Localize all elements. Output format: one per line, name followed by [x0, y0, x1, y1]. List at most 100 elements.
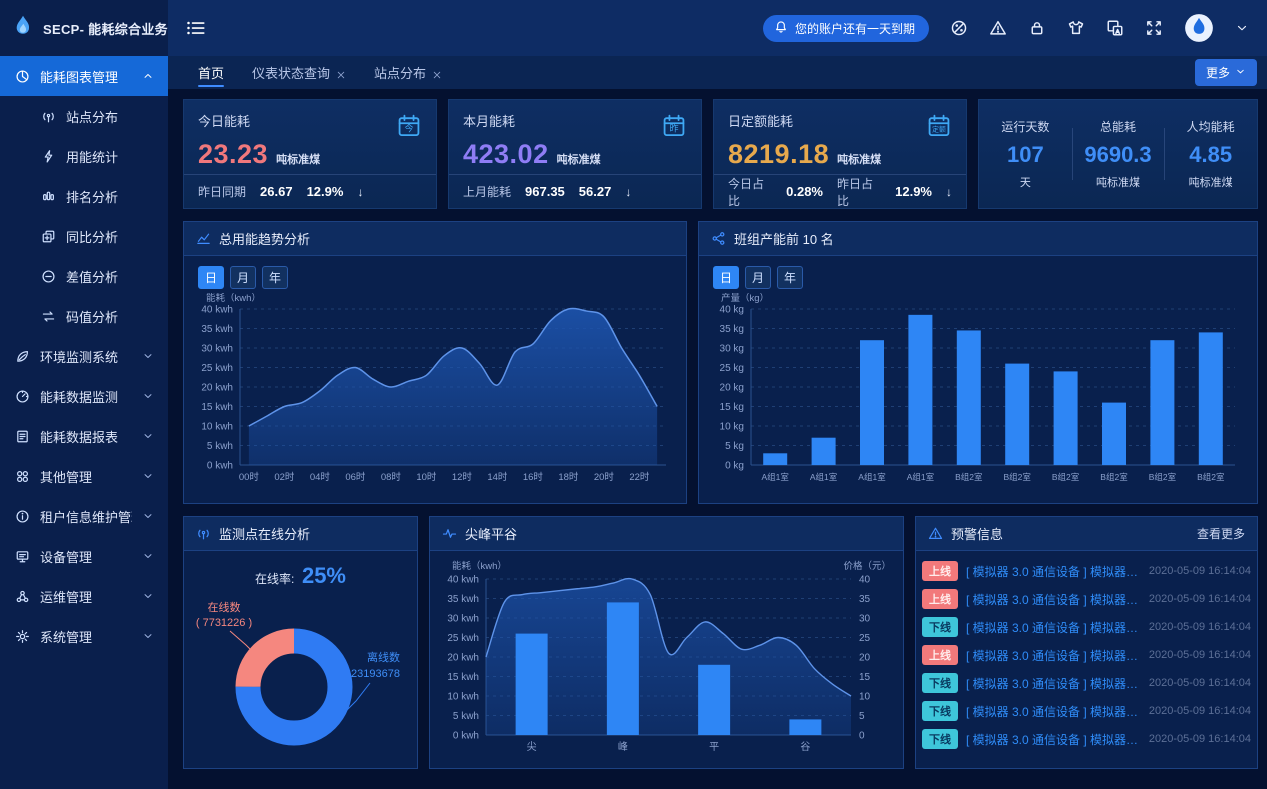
warning-icon — [928, 526, 943, 541]
fullscreen-icon[interactable] — [1145, 19, 1163, 37]
collapse-menu-icon[interactable] — [186, 18, 206, 38]
stat-card-0: 今日能耗 23.23 吨标准煤 今昨日同期 26.67 12.9% ↓ — [183, 99, 437, 209]
more-button[interactable]: 更多 — [1194, 59, 1257, 86]
stat-footer-label: 昨日占比 — [837, 176, 874, 208]
period-toggle-月[interactable]: 月 — [230, 266, 257, 289]
alert-row-2[interactable]: 下线 [ 模拟器 3.0 通信设备 ] 模拟器 3.0... 2020-05-09 … — [918, 613, 1255, 641]
sidebar-subitem-0-3[interactable]: 同比分析 — [0, 216, 168, 256]
team-output-panel-header: 班组产能前 10 名 — [699, 222, 1257, 256]
svg-text:10 kg: 10 kg — [720, 422, 744, 433]
svg-text:5 kg: 5 kg — [725, 441, 744, 452]
stat-footer-value: 0.28% — [786, 184, 823, 199]
tab-2[interactable]: 站点分布 — [360, 56, 456, 89]
svg-text:23193678: 23193678 — [351, 668, 400, 680]
sidebar-item-2[interactable]: 能耗数据监测 — [0, 376, 168, 416]
trend-down-arrow: ↓ — [946, 184, 952, 199]
rank-bars-icon — [42, 191, 54, 200]
svg-text:18时: 18时 — [558, 471, 579, 483]
bolt-icon — [44, 149, 52, 163]
status-badge: 上线 — [922, 561, 958, 581]
svg-text:B组2室: B组2室 — [1197, 472, 1225, 482]
topbar-right: 您的账户还有一天到期 — [762, 13, 1249, 43]
sidebar-item-4[interactable]: 其他管理 — [0, 456, 168, 496]
sidebar-subitem-0-4[interactable]: 差值分析 — [0, 256, 168, 296]
chevron-down-icon — [144, 594, 152, 598]
sidebar-subitem-0-2[interactable]: 排名分析 — [0, 176, 168, 216]
period-toggle-月[interactable]: 月 — [745, 266, 772, 289]
sidebar-item-0[interactable]: 能耗图表管理 — [0, 56, 168, 96]
sidebar-item-5[interactable]: 租户信息维护管理 — [0, 496, 168, 536]
alert-row-3[interactable]: 上线 [ 模拟器 3.0 通信设备 ] 模拟器 3.0... 2020-05-09 … — [918, 641, 1255, 669]
svg-text:0: 0 — [859, 731, 865, 742]
alert-row-4[interactable]: 下线 [ 模拟器 3.0 通信设备 ] 模拟器 3.0... 2020-05-09 … — [918, 669, 1255, 697]
gauge-icon — [15, 389, 29, 403]
svg-text:15 kwh: 15 kwh — [447, 672, 479, 683]
period-toggle-年[interactable]: 年 — [262, 266, 289, 289]
sidebar-item-label: 能耗数据报表 — [40, 429, 119, 445]
sidebar-menu: 能耗图表管理 站点分布 用能统计 排名分析 同比分析 差值分析 码值分析 环境监测系统 能耗数据… — [0, 56, 168, 789]
svg-text:价格（元）: 价格（元） — [843, 560, 891, 572]
avatar[interactable] — [1184, 13, 1214, 43]
close-icon[interactable] — [336, 68, 346, 78]
antenna-icon — [196, 526, 211, 541]
line-chart-icon — [196, 231, 211, 246]
sidebar-subitem-label: 码值分析 — [66, 309, 119, 325]
alert-row-1[interactable]: 上线 [ 模拟器 3.0 通信设备 ] 模拟器 3.0... 2020-05-09 … — [918, 585, 1255, 613]
alert-message: [ 模拟器 3.0 通信设备 ] 模拟器 3.0... — [966, 648, 1141, 663]
sidebar-item-6[interactable]: 设备管理 — [0, 536, 168, 576]
tab-0[interactable]: 首页 — [184, 56, 238, 89]
translate-icon[interactable] — [1106, 19, 1124, 37]
svg-text:25: 25 — [859, 633, 871, 644]
period-toggle-日[interactable]: 日 — [713, 266, 740, 289]
charts-row-2: 监测点在线分析 在线率: 25% 在线数 ( 7731226 ) 离线数 231936… — [183, 516, 1258, 769]
warning-icon[interactable] — [989, 19, 1007, 37]
svg-text:16时: 16时 — [523, 471, 544, 483]
sidebar-item-7[interactable]: 运维管理 — [0, 576, 168, 616]
stat-card-footer: 上月能耗 967.35 56.27 ↓ — [449, 174, 701, 208]
palette-icon[interactable] — [950, 19, 968, 37]
tab-label: 首页 — [198, 66, 225, 81]
period-toggle-年[interactable]: 年 — [777, 266, 804, 289]
peak-valley-chart: 0 kwh 0 5 kwh 5 10 kwh 10 15 kwh 15 20 kwh 20 25 k… — [447, 560, 891, 753]
chevron-down-icon — [144, 394, 152, 398]
alert-message: [ 模拟器 3.0 通信设备 ] 模拟器 3.0... — [966, 732, 1141, 747]
svg-text:00时: 00时 — [239, 471, 260, 483]
svg-text:定额: 定额 — [932, 124, 946, 133]
sidebar-item-label: 设备管理 — [40, 549, 93, 565]
tab-1[interactable]: 仪表状态查询 — [238, 56, 360, 89]
chevron-down-icon[interactable] — [1235, 21, 1249, 35]
close-icon[interactable] — [432, 68, 442, 78]
alert-row-0[interactable]: 上线 [ 模拟器 3.0 通信设备 ] 模拟器 3.0... 2020-05-09 … — [918, 557, 1255, 585]
stat-footer-label: 上月能耗 — [463, 185, 512, 199]
sidebar-item-1[interactable]: 环境监测系统 — [0, 336, 168, 376]
sidebar-subitem-0-0[interactable]: 站点分布 — [0, 96, 168, 136]
trend-panel: 总用能趋势分析 日月年 0 kwh 5 kwh 10 kwh 15 kwh 20 kwh… — [183, 221, 687, 504]
svg-text:A组1室: A组1室 — [907, 472, 935, 482]
sidebar-item-8[interactable]: 系统管理 — [0, 616, 168, 656]
sidebar-subitem-0-1[interactable]: 用能统计 — [0, 136, 168, 176]
svg-text:20: 20 — [859, 653, 871, 664]
sidebar-subitem-label: 差值分析 — [66, 269, 119, 285]
online-rate-label: 在线率: — [254, 572, 295, 586]
alert-row-6[interactable]: 下线 [ 模拟器 3.0 通信设备 ] 模拟器 3.0... 2020-05-09 … — [918, 725, 1255, 753]
svg-text:10: 10 — [859, 692, 871, 703]
lock-icon[interactable] — [1028, 19, 1046, 37]
sidebar-item-label: 租户信息维护管理 — [40, 509, 132, 525]
tshirt-icon[interactable] — [1067, 19, 1085, 37]
ops-icon — [16, 590, 28, 602]
tabbar: 首页 仪表状态查询 站点分布 更多 — [168, 56, 1267, 89]
line-chart-icon — [197, 233, 210, 244]
summary-col-2: 人均能耗 4.85 吨标准煤 — [1164, 114, 1257, 194]
alert-row-5[interactable]: 下线 [ 模拟器 3.0 通信设备 ] 模拟器 3.0... 2020-05-09 … — [918, 697, 1255, 725]
alerts-view-more-link[interactable]: 查看更多 — [1196, 527, 1245, 541]
svg-text:30 kwh: 30 kwh — [447, 614, 479, 625]
status-badge: 上线 — [922, 589, 958, 609]
stat-card-title: 今日能耗 — [198, 114, 251, 129]
period-toggle-日[interactable]: 日 — [198, 266, 225, 289]
topbar: 您的账户还有一天到期 — [168, 0, 1267, 56]
account-expiry-notice[interactable]: 您的账户还有一天到期 — [762, 14, 929, 42]
sidebar-subitem-0-5[interactable]: 码值分析 — [0, 296, 168, 336]
team-output-panel: 班组产能前 10 名 日月年 0 kg 5 kg 10 kg 15 kg 20 kg 25… — [698, 221, 1258, 504]
sidebar-item-3[interactable]: 能耗数据报表 — [0, 416, 168, 456]
svg-text:5 kwh: 5 kwh — [453, 711, 479, 722]
